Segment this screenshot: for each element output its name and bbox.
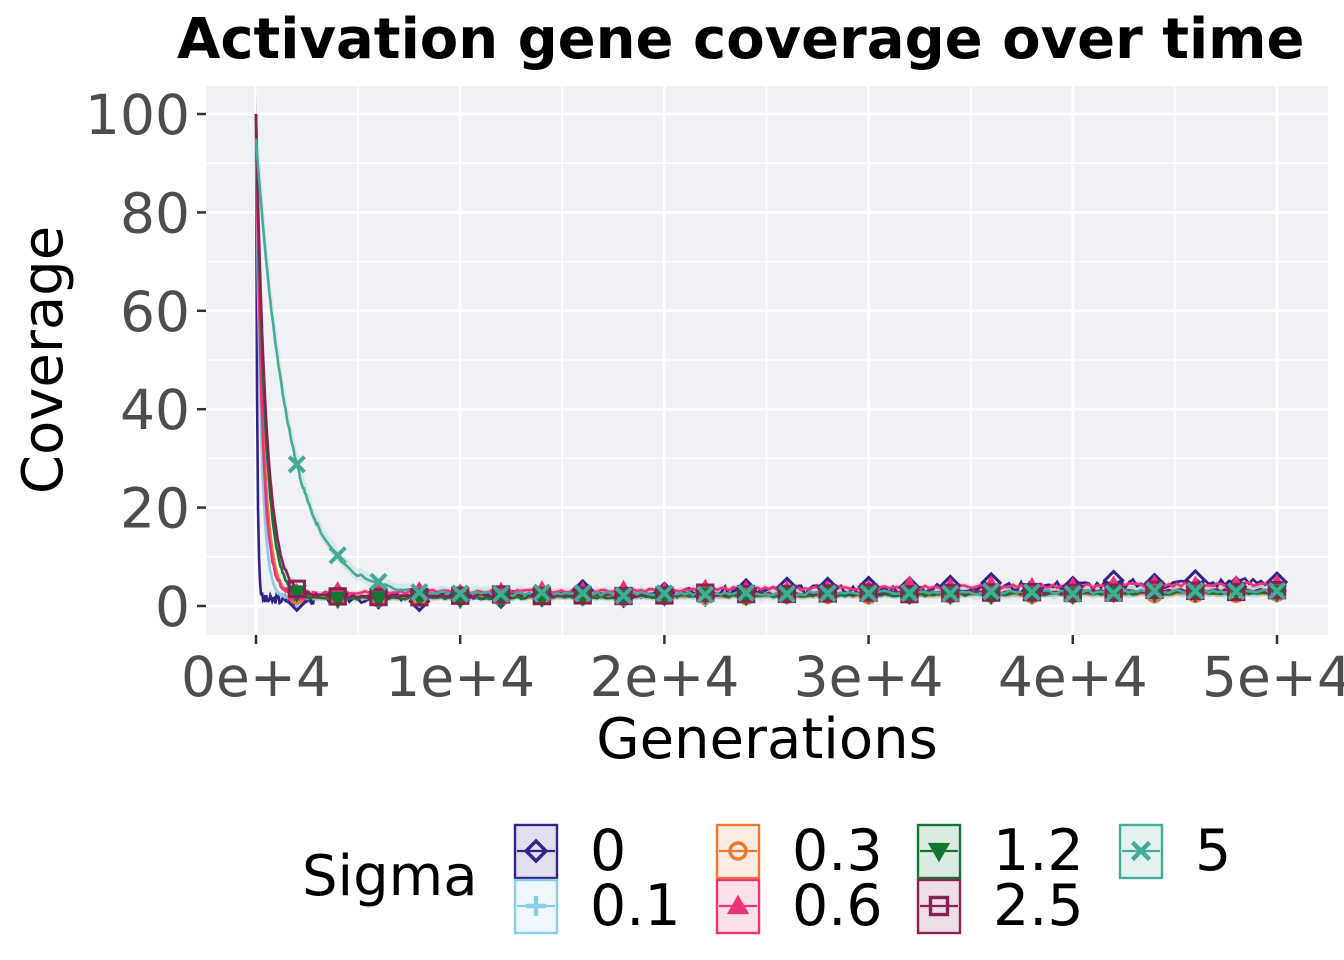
marker-5 (532, 583, 551, 602)
legend-label: 0.3 (792, 818, 883, 884)
legend-label: 0.1 (590, 873, 681, 939)
marker-5 (410, 583, 429, 602)
marker-5 (1022, 583, 1042, 602)
legend-key-triangle-icon (726, 894, 750, 915)
marker-2.5 (369, 587, 388, 607)
marker-2.5 (451, 586, 470, 605)
marker-5 (941, 584, 960, 603)
marker-2.5 (859, 583, 878, 602)
marker-5 (1104, 584, 1123, 603)
marker-5 (982, 582, 1001, 601)
marker-5 (287, 455, 306, 474)
legend-key-circle-icon (728, 841, 748, 861)
marker-5 (818, 584, 837, 603)
marker-2.5 (941, 583, 960, 603)
marker-2.5 (1063, 583, 1082, 603)
legend-key-triangle-down-icon (927, 842, 951, 863)
y-axis-title: Coverage (11, 226, 76, 494)
marker-5 (451, 584, 470, 603)
marker-5 (900, 584, 919, 603)
marker-2.5 (1022, 582, 1042, 602)
x-tick-label: 5e+4 (1202, 645, 1344, 709)
marker-5 (1186, 581, 1205, 601)
x-axis: 0e+4 1e+4 2e+4 3e+4 4e+4 5e+4 (181, 635, 1344, 709)
legend-label: 1.2 (993, 818, 1084, 884)
legend-item-0.1: 0.1 (513, 873, 681, 939)
legend-label: 0 (590, 818, 626, 884)
legend-item-0.3: 0.3 (715, 818, 883, 884)
y-tick-label: 60 (120, 280, 190, 344)
marker-2.5 (573, 586, 592, 605)
y-axis: 0 20 40 60 80 100 (85, 83, 206, 639)
marker-5 (737, 583, 756, 602)
chart-title: Activation gene coverage over time (177, 7, 1305, 72)
marker-5 (614, 586, 633, 605)
marker-2.5 (818, 584, 837, 603)
legend-label: 0.6 (792, 873, 883, 939)
marker-2.5 (1145, 580, 1164, 600)
marker-5 (369, 572, 388, 591)
x-tick-label: 3e+4 (794, 645, 944, 709)
legend-item-2.5: 2.5 (916, 873, 1084, 939)
marker-1.2 (368, 591, 389, 609)
marker-2.5 (655, 586, 674, 605)
legend-item-1.2: 1.2 (916, 818, 1084, 884)
marker-2.5 (328, 587, 347, 606)
marker-5 (777, 584, 796, 604)
marker-2.5 (1186, 581, 1205, 601)
marker-5 (328, 546, 347, 565)
marker-5 (655, 584, 674, 603)
y-tick-label: 0 (155, 575, 190, 639)
marker-2.5 (1104, 583, 1123, 602)
series-markers (285, 455, 1289, 613)
legend-title: Sigma (302, 844, 478, 909)
marker-2.5 (777, 584, 797, 604)
legend-label: 2.5 (993, 873, 1084, 939)
marker-2.5 (981, 583, 1001, 602)
legend-key-plus-icon (526, 896, 546, 916)
legend-item-0.6: 0.6 (715, 873, 883, 939)
x-tick-label: 0e+4 (181, 645, 331, 709)
marker-2.5 (532, 586, 552, 606)
marker-2.5 (1226, 582, 1246, 602)
marker-5 (1063, 584, 1082, 604)
marker-2.5 (696, 583, 715, 602)
legend-label: 5 (1195, 818, 1231, 884)
y-tick-label: 40 (120, 378, 190, 442)
marker-2.5 (491, 585, 511, 604)
x-tick-label: 1e+4 (385, 645, 535, 709)
y-tick-label: 100 (85, 83, 190, 147)
legend-key-cross-icon (1130, 840, 1152, 862)
marker-5 (696, 585, 715, 604)
legend-item-5: 5 (1118, 818, 1231, 884)
x-tick-label: 2e+4 (589, 645, 739, 709)
marker-5 (491, 584, 511, 604)
legend-item-0: 0 (513, 818, 626, 884)
marker-2.5 (736, 584, 756, 604)
marker-5 (859, 584, 878, 603)
marker-2.5 (287, 579, 307, 598)
marker-2.5 (614, 586, 633, 606)
marker-1.2 (286, 585, 307, 603)
x-tick-label: 4e+4 (998, 645, 1148, 709)
marker-5 (1267, 581, 1287, 601)
legend-key-diamond-icon (523, 838, 549, 864)
marker-5 (1227, 582, 1246, 601)
y-tick-label: 20 (120, 477, 190, 541)
marker-2.5 (900, 584, 919, 604)
marker-1.2 (327, 591, 348, 610)
x-axis-title: Generations (596, 707, 938, 772)
legend-key-square-icon (928, 895, 950, 917)
y-tick-label: 80 (120, 181, 190, 245)
marker-2.5 (1267, 580, 1287, 600)
legend: Sigma 00.1 0.30.6 1.22.5 5 (302, 818, 1231, 939)
marker-5 (573, 584, 592, 603)
marker-5 (1145, 581, 1164, 600)
